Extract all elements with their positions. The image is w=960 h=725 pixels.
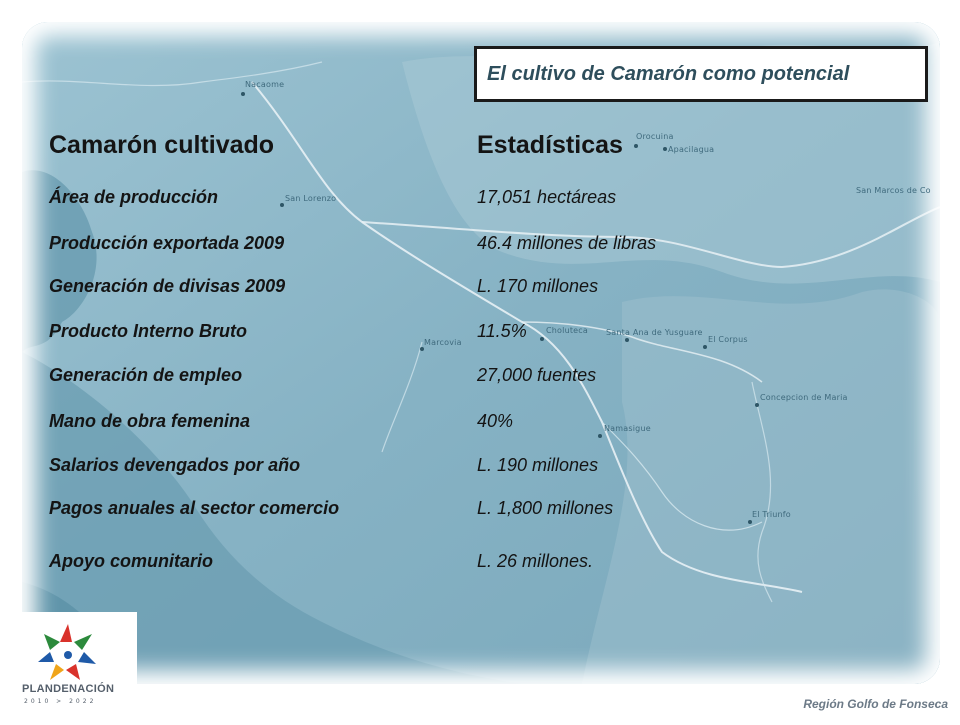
row-label: Generación de divisas 2009 <box>49 276 286 296</box>
row-label: Apoyo comunitario <box>49 551 214 571</box>
plan-de-nacion-logo <box>0 612 137 720</box>
row-label: Mano de obra femenina <box>49 411 251 431</box>
map-background <box>22 22 940 684</box>
town-dot <box>755 403 759 407</box>
star-logo-icon <box>38 624 96 680</box>
row-value: L. 26 millones. <box>477 551 594 571</box>
town-dot <box>703 345 707 349</box>
row-value: 27,000 fuentes <box>477 365 597 385</box>
town-dot <box>241 92 245 96</box>
row-value: 40% <box>477 411 514 431</box>
town-label: Apacilagua <box>668 145 715 154</box>
town-dot <box>625 338 629 342</box>
town-dot <box>634 144 638 148</box>
map-terrain <box>22 22 940 684</box>
row-label: Producto Interno Bruto <box>49 321 247 341</box>
row-label: Pagos anuales al sector comercio <box>49 498 340 518</box>
town-label: Orocuina <box>636 132 674 141</box>
row-value: L. 1,800 millones <box>477 498 614 518</box>
town-label: San Lorenzo <box>285 194 337 203</box>
logo-name: PLANDENACIÓN <box>22 683 115 695</box>
town-dot <box>420 347 424 351</box>
town-label: Choluteca <box>546 326 589 335</box>
footer-region: Región Golfo de Fonseca <box>803 697 948 711</box>
town-dot <box>748 520 752 524</box>
row-value: L. 170 millones <box>477 276 599 296</box>
header-left: Camarón cultivado <box>49 131 275 159</box>
row-label: Área de producción <box>49 187 219 207</box>
slide-title: El cultivo de Camarón como potencial <box>487 62 850 85</box>
town-label: Santa Ana de Yusguare <box>606 328 703 337</box>
row-label: Generación de empleo <box>49 365 243 385</box>
header-right: Estadísticas <box>477 131 623 159</box>
town-label: Nacaome <box>245 80 285 89</box>
town-dot <box>540 337 544 341</box>
town-label: San Marcos de Co <box>856 186 931 195</box>
town-label: El Triunfo <box>752 510 791 519</box>
slide-title-box: El cultivo de Camarón como potencial <box>474 46 928 102</box>
row-label: Salarios devengados por año <box>49 455 301 475</box>
row-value: 46.4 millones de libras <box>477 233 657 253</box>
town-label: Namasigue <box>604 424 651 433</box>
row-label: Producción exportada 2009 <box>49 233 285 253</box>
town-dot <box>598 434 602 438</box>
row-value: 17,051 hectáreas <box>477 187 617 207</box>
town-dot <box>663 147 667 151</box>
row-value: L. 190 millones <box>477 455 599 475</box>
logo-years: 2010 > 2022 <box>24 698 97 705</box>
town-label: Marcovia <box>424 338 462 347</box>
town-label: Concepcion de Maria <box>760 393 848 402</box>
row-value: 11.5% <box>477 321 527 341</box>
town-dot <box>280 203 284 207</box>
town-label: El Corpus <box>708 335 748 344</box>
